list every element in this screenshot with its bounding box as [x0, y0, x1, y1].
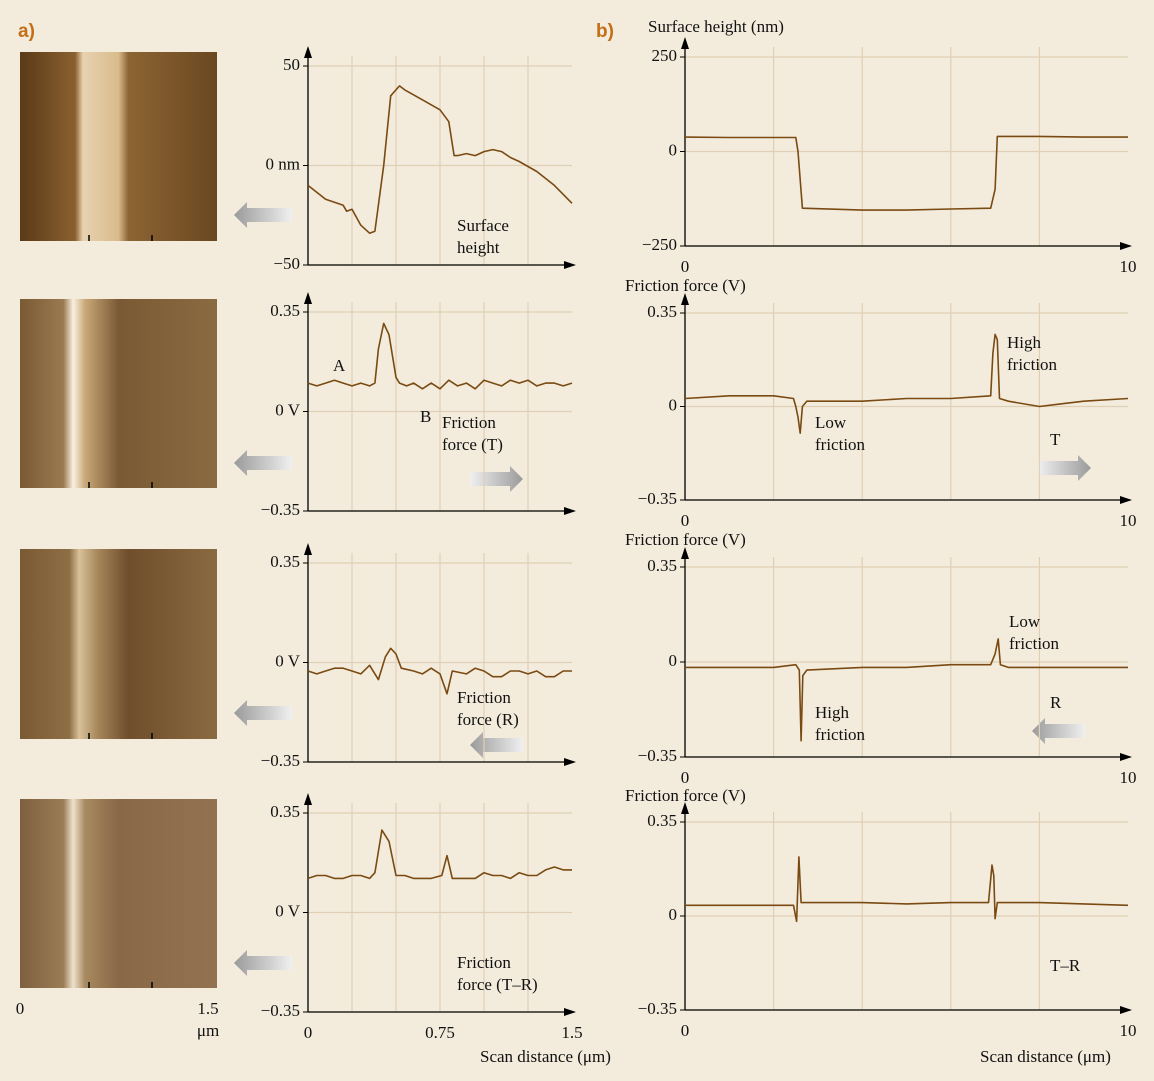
y-tick-label: 50: [283, 55, 300, 74]
y-axis-label: Friction force (V): [625, 786, 746, 805]
x-tick-label: 10: [1120, 1021, 1137, 1040]
direction-arrow: [234, 202, 292, 228]
x-tick-label: 0: [681, 257, 690, 276]
axis-arrow: [1120, 496, 1132, 504]
panel-label: a): [18, 21, 35, 42]
x-tick-label: 0: [304, 1023, 313, 1042]
annotation: High friction: [815, 703, 866, 744]
y-tick-label: −250: [642, 235, 677, 254]
y-tick-label: 0.35: [647, 302, 677, 321]
y-tick-label: 0 V: [275, 651, 300, 670]
axis-arrow: [304, 292, 312, 304]
afm-image: [20, 299, 217, 488]
y-tick-label: 0.35: [647, 811, 677, 830]
y-tick-label: 0: [669, 140, 678, 159]
axis-arrow: [681, 547, 689, 559]
afm-image: [20, 799, 217, 988]
image-tick-label: 0: [16, 999, 25, 1018]
y-tick-label: 0: [669, 905, 678, 924]
x-tick-label: 0: [681, 768, 690, 787]
y-tick-label: 0 V: [275, 901, 300, 920]
y-tick-label: 0: [669, 395, 678, 414]
axis-arrow: [1120, 753, 1132, 761]
axis-arrow: [304, 543, 312, 555]
axis-arrow: [304, 793, 312, 805]
data-line: [684, 135, 1128, 211]
afm-image: [20, 52, 217, 241]
y-tick-label: 0.35: [647, 556, 677, 575]
direction-arrow: [234, 450, 292, 476]
annotation: Friction force (R): [457, 688, 519, 729]
direction-arrow: [234, 700, 292, 726]
y-tick-label: −0.35: [261, 500, 300, 519]
direction-arrow: [1038, 455, 1091, 481]
annotation: A: [333, 356, 346, 375]
data-line: [307, 85, 573, 234]
annotation: Friction force (T): [442, 413, 503, 454]
y-tick-label: 0.35: [270, 552, 300, 571]
direction-arrow: [1032, 718, 1085, 744]
y-tick-label: 0 V: [275, 400, 300, 419]
x-axis-label: Scan distance (μm): [480, 1047, 611, 1066]
axis-arrow: [304, 46, 312, 58]
afm-image: [20, 549, 217, 739]
y-tick-label: −0.35: [261, 1001, 300, 1020]
data-line: [684, 333, 1129, 434]
y-tick-label: 0 nm: [266, 154, 300, 173]
annotation: Surface height: [457, 216, 509, 257]
x-tick-label: 0: [681, 511, 690, 530]
direction-arrow: [470, 732, 523, 758]
data-line: [685, 856, 1129, 923]
image-tick-label: 1.5: [197, 999, 218, 1018]
axis-arrow: [681, 293, 689, 305]
x-tick-label: 0.75: [425, 1023, 455, 1042]
axis-arrow: [564, 261, 576, 269]
x-tick-label: 10: [1120, 511, 1137, 530]
x-tick-label: 10: [1120, 257, 1137, 276]
data-line: [307, 647, 572, 695]
annotation: Low friction: [815, 413, 866, 454]
axis-arrow: [681, 37, 689, 49]
annotation: R: [1050, 693, 1062, 712]
y-tick-label: −0.35: [638, 746, 677, 765]
axis-arrow: [564, 758, 576, 766]
axis-arrow: [681, 802, 689, 814]
y-axis-label: Friction force (V): [625, 530, 746, 549]
x-tick-label: 10: [1120, 768, 1137, 787]
y-tick-label: −50: [273, 254, 300, 273]
y-tick-label: −0.35: [638, 489, 677, 508]
axis-arrow: [1120, 242, 1132, 250]
y-tick-label: 0.35: [270, 301, 300, 320]
panel-label: b): [596, 21, 614, 42]
axis-arrow: [564, 507, 576, 515]
direction-arrow: [470, 466, 523, 492]
annotation: Low friction: [1009, 612, 1060, 653]
y-tick-label: 0.35: [270, 802, 300, 821]
y-tick-label: 0: [669, 651, 678, 670]
y-axis-label: Friction force (V): [625, 276, 746, 295]
annotation: Friction force (T–R): [457, 953, 538, 994]
annotation: B: [420, 407, 431, 426]
image-axis-label: μm: [197, 1021, 219, 1040]
axis-arrow: [564, 1008, 576, 1016]
data-line: [685, 638, 1128, 742]
y-tick-label: −0.35: [638, 999, 677, 1018]
annotation: T: [1050, 430, 1061, 449]
data-line: [307, 322, 573, 390]
axis-arrow: [1120, 1006, 1132, 1014]
x-tick-label: 1.5: [561, 1023, 582, 1042]
annotation: T–R: [1050, 956, 1081, 975]
direction-arrow: [234, 950, 292, 976]
data-line: [307, 829, 572, 880]
x-axis-label: Scan distance (μm): [980, 1047, 1111, 1066]
annotation: High friction: [1007, 333, 1058, 374]
x-tick-label: 0: [681, 1021, 690, 1040]
y-axis-label: Surface height (nm): [648, 17, 784, 36]
y-tick-label: −0.35: [261, 751, 300, 770]
y-tick-label: 250: [652, 46, 678, 65]
